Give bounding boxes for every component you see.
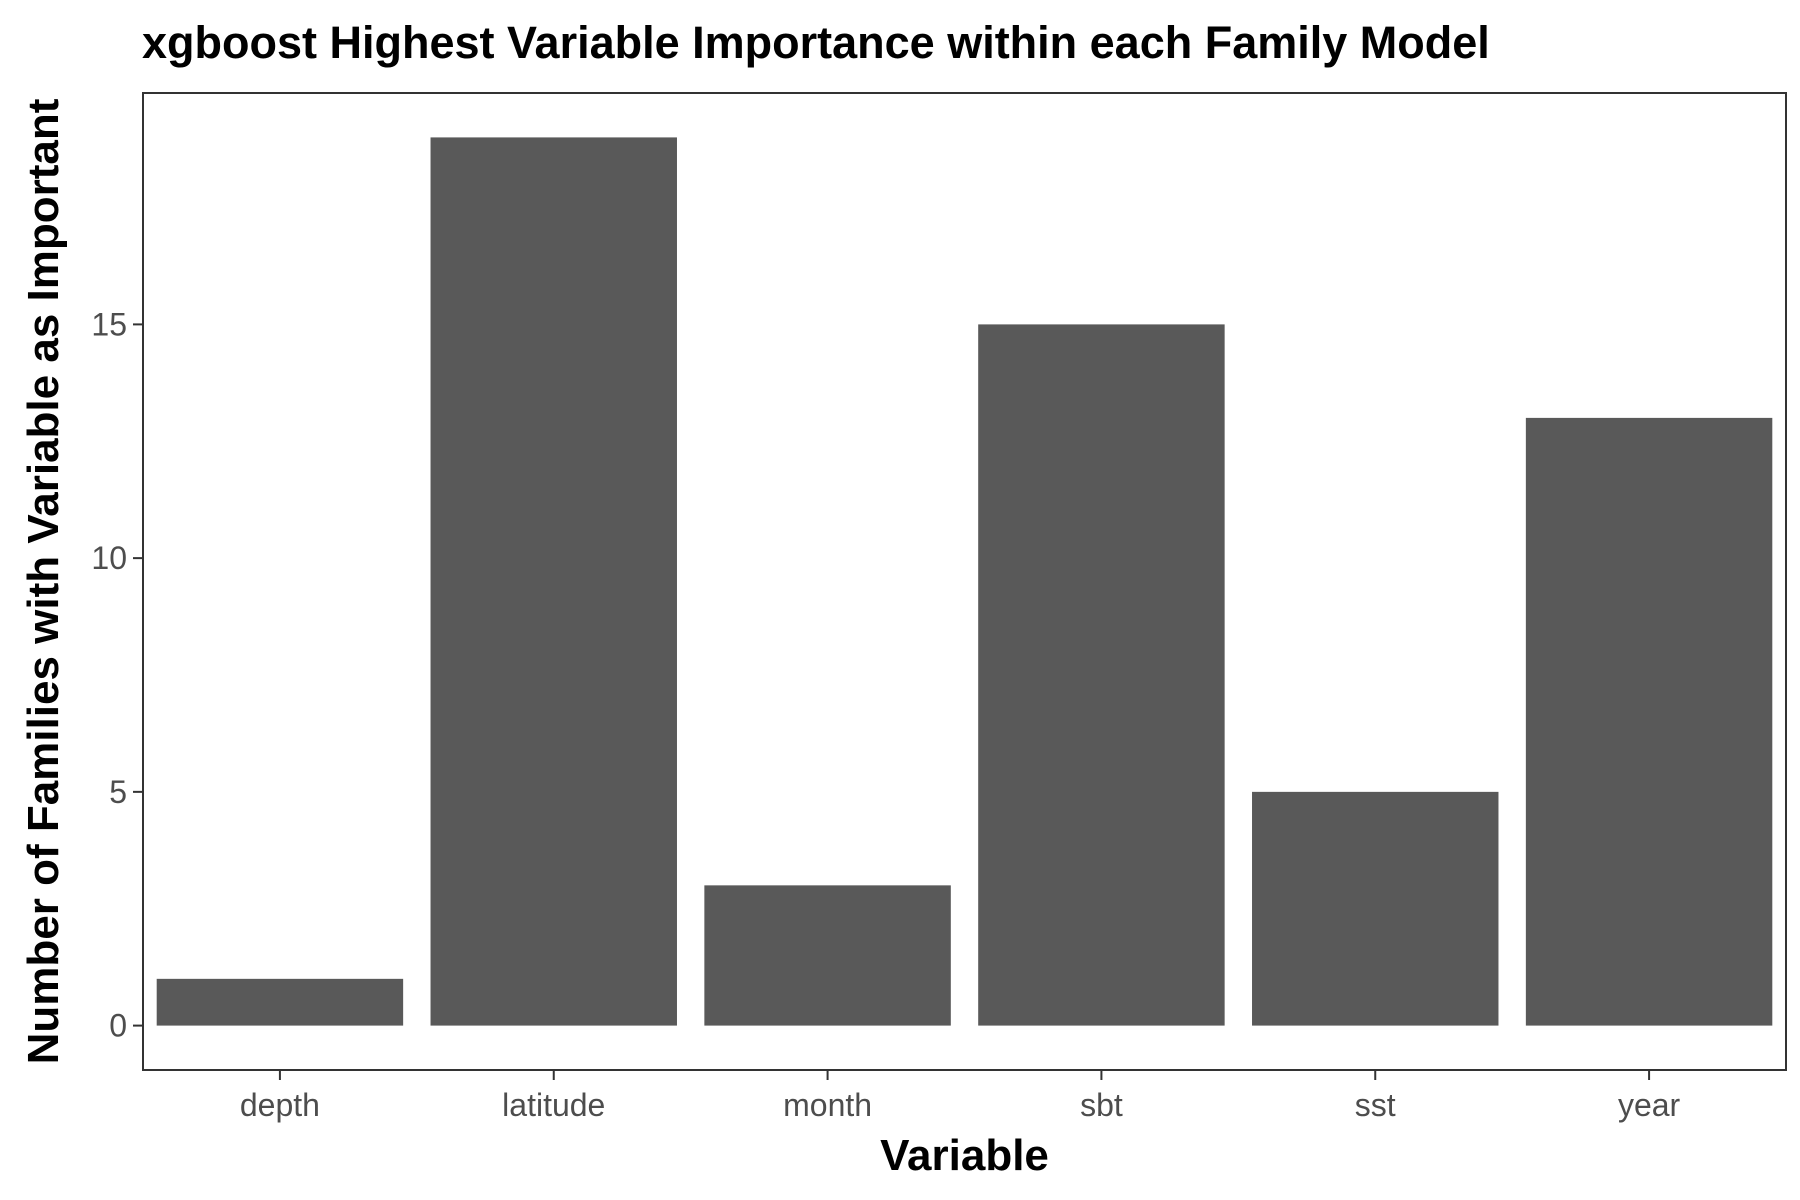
- x-axis-title: Variable: [880, 1131, 1049, 1180]
- bar-year: [1525, 417, 1773, 1026]
- y-tick-label: 0: [109, 1008, 127, 1044]
- y-tick-label: 15: [91, 306, 127, 342]
- y-tick-label: 5: [109, 774, 127, 810]
- x-tick-label: month: [783, 1087, 872, 1123]
- panel-border: [142, 92, 1787, 1071]
- x-tick-label: year: [1618, 1087, 1681, 1123]
- x-axis: depth latitude month sbt sst year: [240, 1070, 1681, 1123]
- bars: [156, 137, 1773, 1026]
- bar-depth: [156, 978, 404, 1026]
- x-tick-label: latitude: [502, 1087, 605, 1123]
- x-tick-label: depth: [240, 1087, 320, 1123]
- bar-sbt: [978, 324, 1225, 1026]
- y-axis: 0 5 10 15: [91, 306, 143, 1044]
- y-tick-label: 10: [91, 540, 127, 576]
- bar-latitude: [430, 137, 677, 1026]
- x-tick-label: sbt: [1080, 1087, 1123, 1123]
- bar-month: [704, 885, 951, 1026]
- plot-area: 0 5 10 15 depth latitude month sbt sst year: [91, 92, 1787, 1123]
- y-axis-title: Number of Families with Variable as Impo…: [19, 98, 68, 1064]
- x-tick-label: sst: [1355, 1087, 1396, 1123]
- bar-sst: [1252, 791, 1499, 1026]
- chart-title: xgboost Highest Variable Importance with…: [142, 17, 1490, 68]
